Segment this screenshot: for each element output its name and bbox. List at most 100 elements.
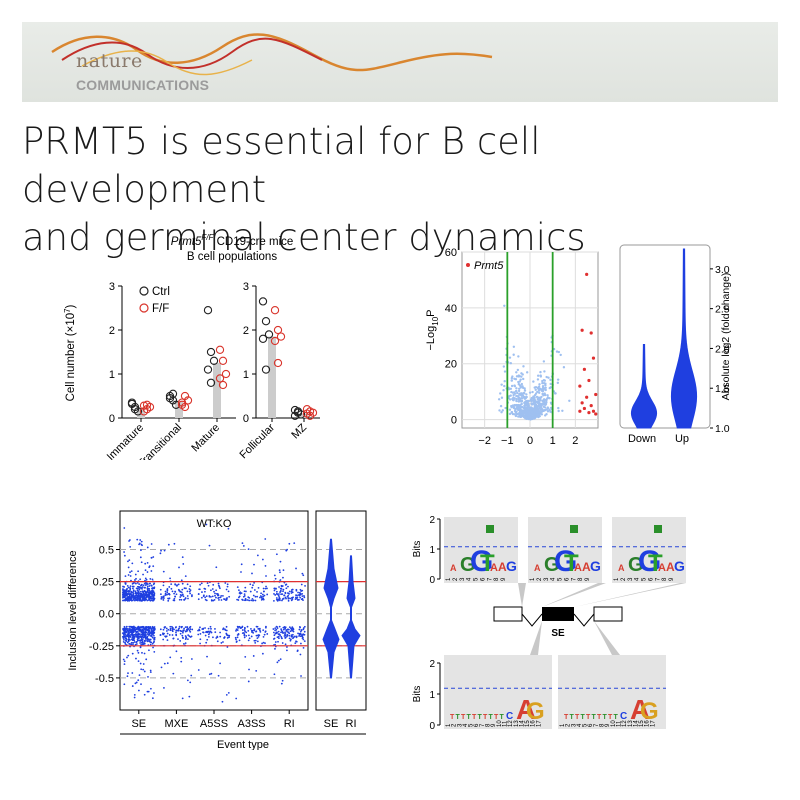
motif-letter: T xyxy=(648,550,663,577)
event-point xyxy=(261,558,264,561)
event-point xyxy=(260,596,263,599)
event-point xyxy=(182,630,184,633)
event-point xyxy=(169,627,172,630)
volcano-point xyxy=(546,396,550,399)
logo-position-label: 2 xyxy=(621,577,627,581)
volcano-point xyxy=(534,401,537,404)
volcano-point xyxy=(562,366,566,369)
volcano-point xyxy=(525,393,528,396)
event-point xyxy=(191,594,193,596)
volcano-point xyxy=(503,384,506,388)
event-point xyxy=(168,592,171,595)
event-point xyxy=(137,570,140,573)
event-point xyxy=(163,687,165,689)
x-tick-label: MZ xyxy=(289,421,309,441)
volcano-point xyxy=(545,413,548,416)
y-axis-label: Absolute log2 (fold change) xyxy=(720,273,732,401)
event-point xyxy=(236,586,239,589)
event-point xyxy=(173,597,176,600)
logo-position-label: 2 xyxy=(566,723,572,727)
event-point xyxy=(286,548,288,551)
event-point xyxy=(151,642,154,645)
event-point xyxy=(138,588,141,591)
chart-a-title-rest: CD19-cre mice xyxy=(213,236,293,248)
ctrl-point xyxy=(168,389,178,398)
connector-wedge xyxy=(542,583,606,607)
motif-letter: A xyxy=(582,560,591,574)
event-point xyxy=(300,598,303,601)
event-point xyxy=(252,599,254,602)
volcano-point xyxy=(546,410,550,413)
event-point xyxy=(273,673,276,676)
event-point xyxy=(280,629,283,632)
event-point xyxy=(185,637,188,639)
event-point xyxy=(168,634,171,636)
logo-position-label: 8 xyxy=(578,577,584,581)
volcano-point xyxy=(510,384,514,388)
fold-change-violin-chart: Absolute log2 (fold change) 1.0 1.5 2.0 2.5 3… xyxy=(619,244,732,445)
volcano-point xyxy=(500,411,503,414)
logo-position-label: 5 xyxy=(474,577,480,581)
event-point xyxy=(160,597,163,600)
volcano-point xyxy=(546,394,549,397)
event-point xyxy=(122,637,125,639)
event-point xyxy=(179,640,182,642)
y-tick-label: -0.25 xyxy=(89,641,114,653)
event-point xyxy=(247,630,250,632)
event-point xyxy=(302,646,305,649)
bits-tick-label: 2 xyxy=(429,515,435,526)
event-point xyxy=(275,597,278,599)
event-point xyxy=(257,634,260,636)
banner-wave-graphic xyxy=(51,33,493,76)
event-point xyxy=(143,652,146,655)
event-point xyxy=(204,588,207,590)
volcano-point xyxy=(509,362,513,365)
event-point xyxy=(241,629,244,631)
event-point xyxy=(131,652,134,655)
event-point xyxy=(153,692,155,694)
volcano-point xyxy=(536,378,540,381)
ff-point xyxy=(215,345,225,354)
volcano-point xyxy=(525,395,528,399)
volcano-point xyxy=(520,397,523,400)
event-point xyxy=(246,599,249,601)
event-point xyxy=(197,629,199,632)
event-point xyxy=(239,591,242,594)
event-point xyxy=(165,593,168,596)
volcano-point xyxy=(517,380,520,384)
event-point xyxy=(278,637,280,640)
event-point xyxy=(273,589,276,592)
volcano-point xyxy=(525,371,529,374)
y-tick-label: 1 xyxy=(243,369,249,381)
event-point xyxy=(219,631,221,634)
motif-square xyxy=(486,525,494,533)
event-point xyxy=(190,635,193,638)
event-point xyxy=(150,599,153,602)
event-point xyxy=(214,592,216,595)
event-point xyxy=(219,587,221,590)
y-tick-label: 2.5 xyxy=(715,304,730,316)
volcano-point xyxy=(543,392,546,395)
event-point xyxy=(122,638,125,641)
event-point xyxy=(223,598,226,601)
event-point xyxy=(152,634,155,637)
event-point xyxy=(127,595,130,598)
event-point xyxy=(287,592,290,595)
event-point xyxy=(244,655,247,658)
event-point xyxy=(129,598,132,601)
event-point xyxy=(183,629,185,632)
event-point xyxy=(145,578,148,581)
event-point xyxy=(164,592,167,595)
event-point xyxy=(227,634,229,637)
event-point xyxy=(145,658,148,661)
event-point xyxy=(151,578,154,581)
event-point xyxy=(204,634,207,637)
event-point xyxy=(185,628,188,631)
volcano-point xyxy=(557,406,560,410)
event-point xyxy=(212,583,215,586)
event-point xyxy=(199,583,201,586)
event-point xyxy=(147,675,149,678)
event-point xyxy=(136,626,139,629)
